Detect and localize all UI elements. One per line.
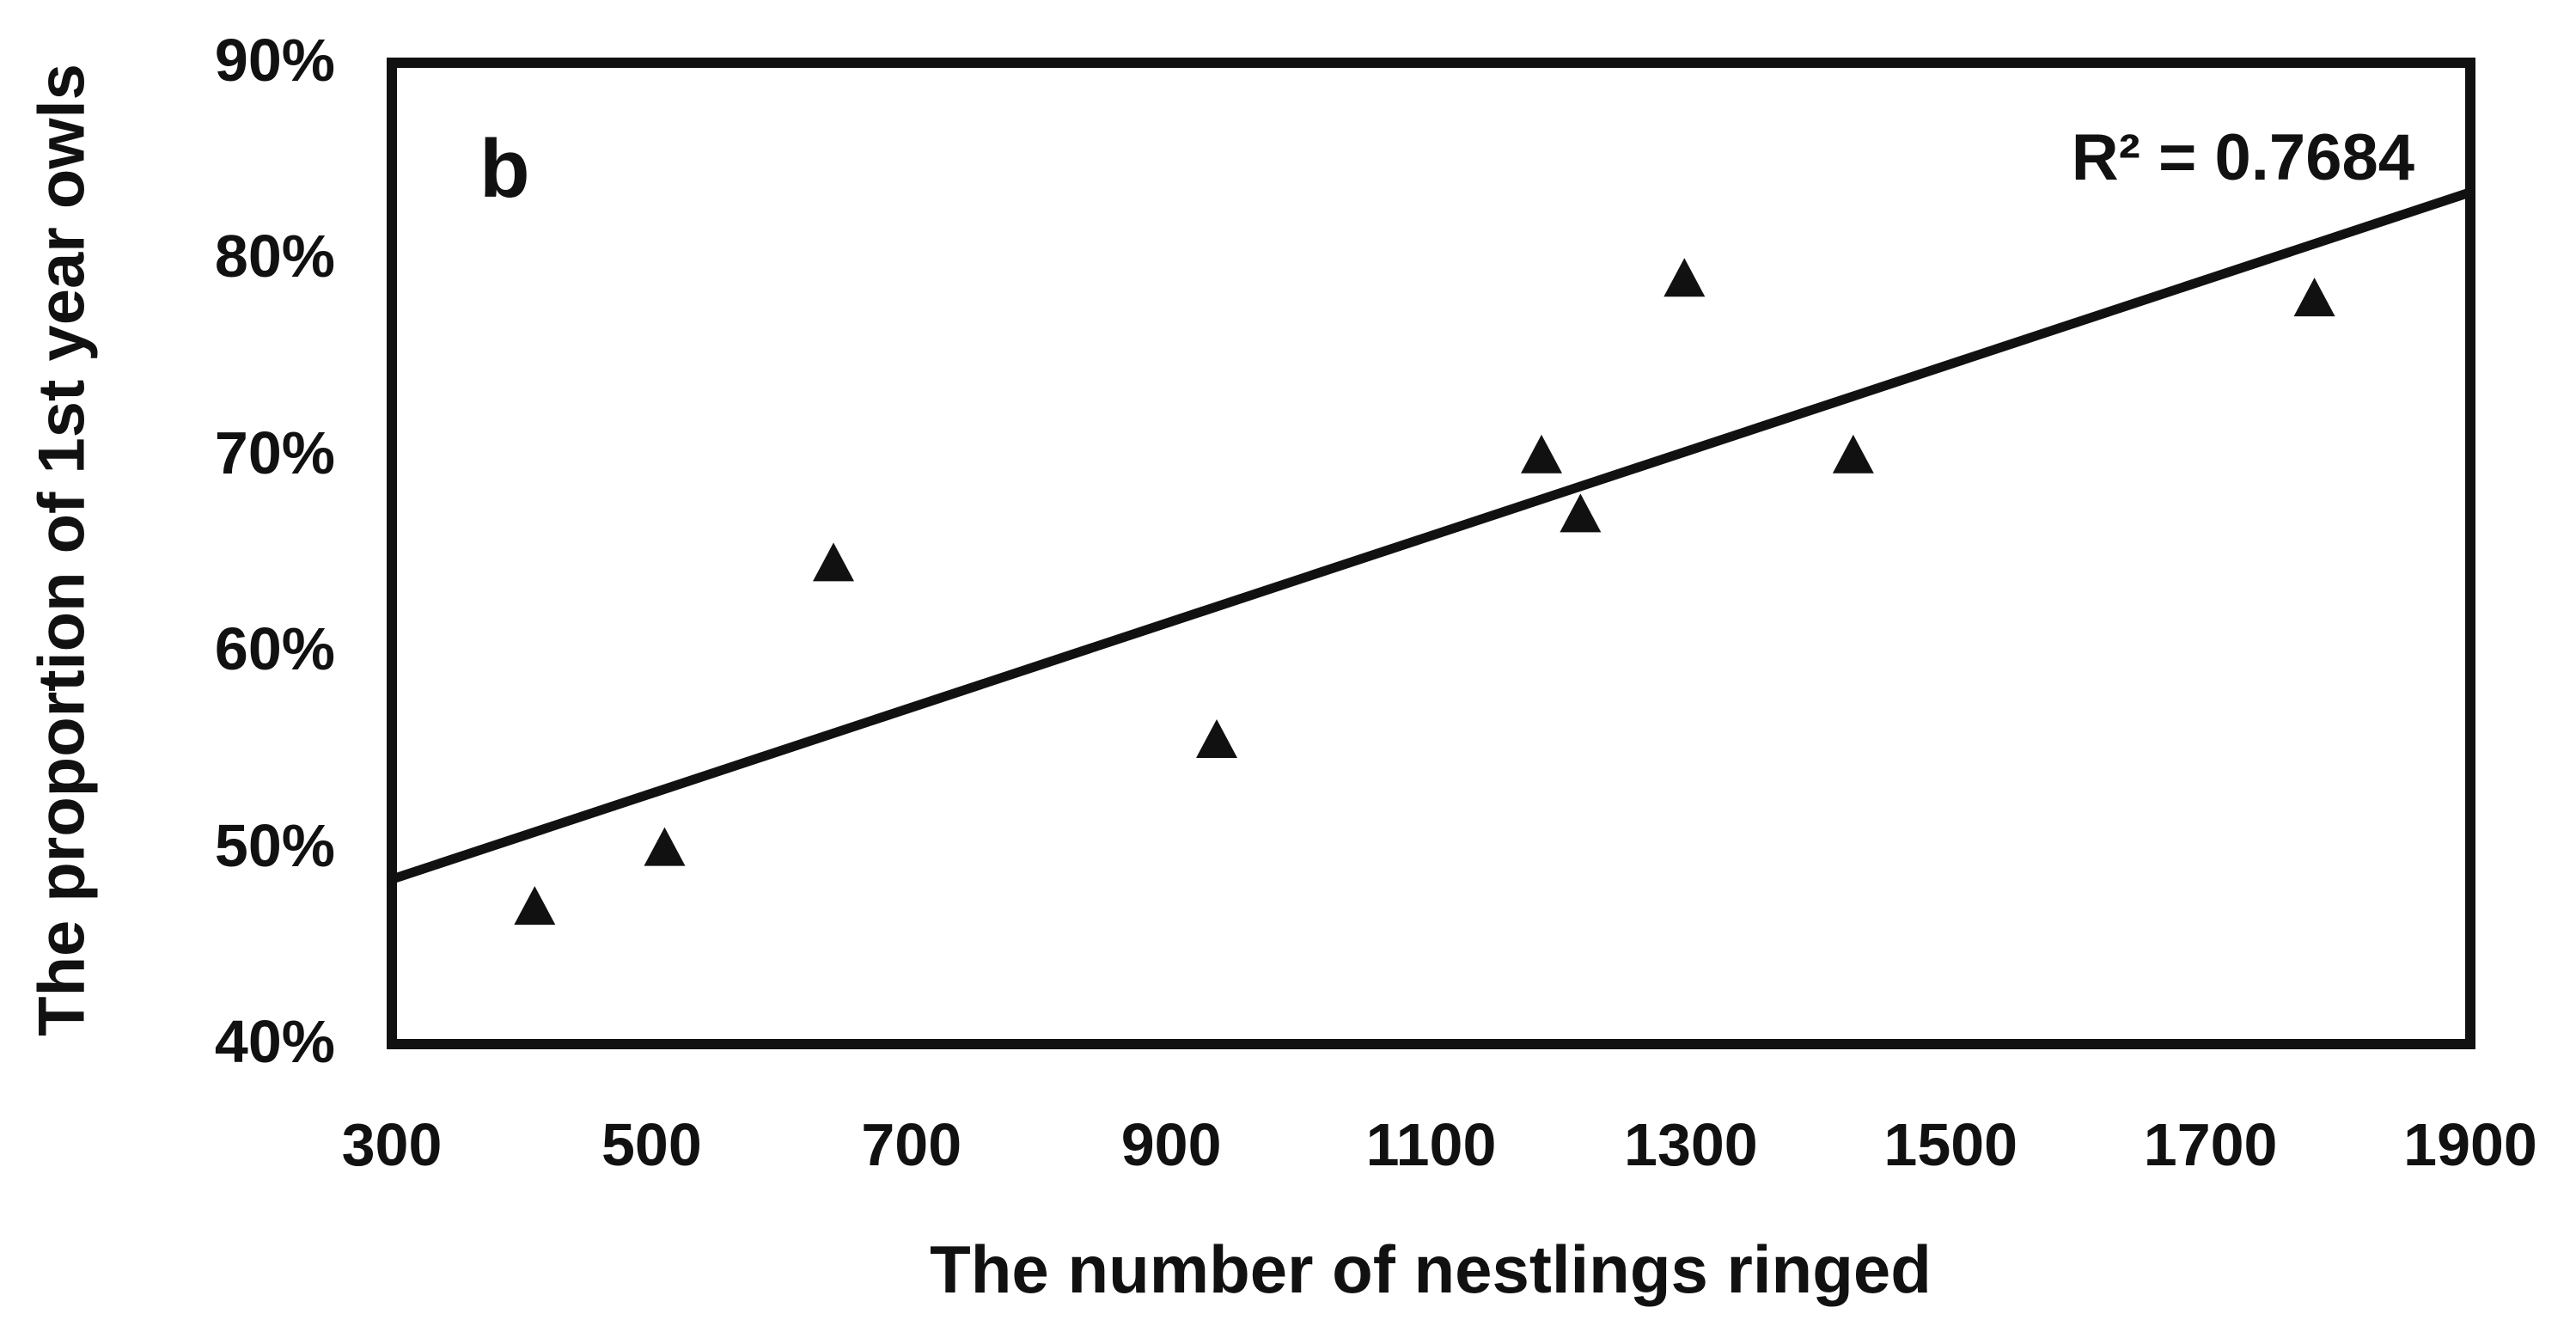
data-point-triangle — [1663, 258, 1706, 297]
x-tick-label: 1100 — [1365, 1111, 1497, 1178]
x-tick-label: 300 — [341, 1111, 443, 1178]
x-axis-title: The number of nestlings ringed — [930, 1231, 1932, 1307]
x-tick-label: 700 — [861, 1111, 962, 1178]
data-point-triangle — [644, 827, 686, 866]
data-point-triangle — [1196, 718, 1238, 758]
data-point-triangle — [813, 542, 855, 582]
y-axis-title: The proportion of 1st year owls — [25, 64, 99, 1036]
plot-border — [387, 58, 2475, 1049]
trendline — [387, 187, 2475, 884]
x-tick-label: 1700 — [2143, 1111, 2278, 1178]
y-tick-label: 40% — [214, 1007, 335, 1075]
y-tick-label: 70% — [214, 419, 335, 486]
y-tick-label: 60% — [214, 614, 335, 682]
data-point-triangle — [1521, 434, 1563, 474]
data-point-triangle — [2293, 278, 2335, 317]
data-point-triangle — [1560, 493, 1602, 533]
x-tick-label: 500 — [601, 1111, 702, 1178]
x-tick-label: 1500 — [1883, 1111, 2018, 1178]
panel-letter-label: b — [479, 123, 530, 215]
x-tick-label: 900 — [1120, 1111, 1222, 1178]
data-point-triangle — [1832, 434, 1874, 474]
y-tick-label: 80% — [214, 223, 335, 290]
x-tick-label: 1300 — [1624, 1111, 1758, 1178]
x-tick-label: 1900 — [2403, 1111, 2537, 1178]
r-squared-annotation: R² = 0.7684 — [2071, 121, 2414, 194]
data-point-triangle — [514, 886, 556, 926]
y-tick-label: 90% — [214, 26, 335, 94]
y-tick-label: 50% — [214, 811, 335, 879]
